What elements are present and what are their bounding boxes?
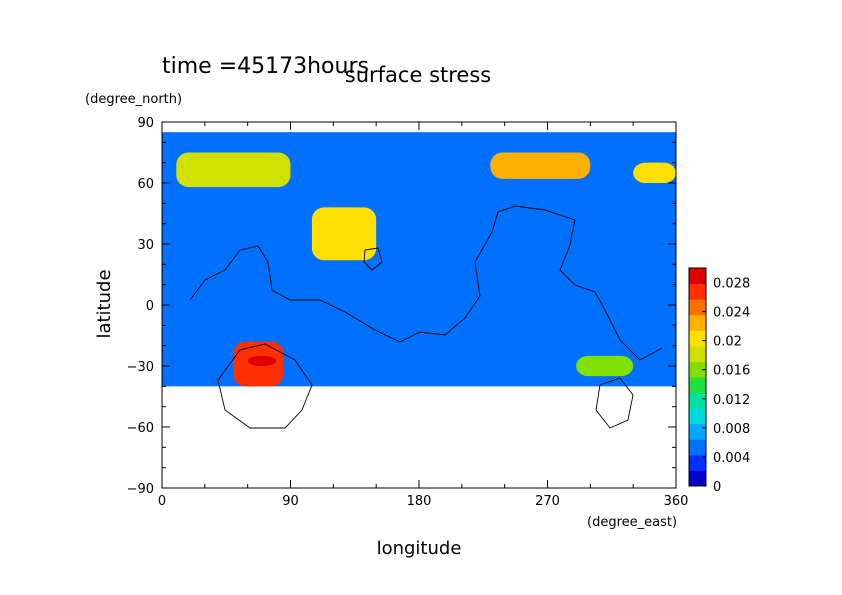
colorbar-swatch <box>689 423 706 440</box>
colorbar-tick-label: 0.024 <box>713 306 750 321</box>
colorbar-swatch <box>689 345 706 362</box>
colorbar-swatch <box>689 470 706 487</box>
colorbar-tick-label: 0.012 <box>713 393 750 408</box>
x-axis-label: longitude <box>377 538 462 559</box>
colorbar-swatch <box>689 283 706 300</box>
x-unit-label: (degree_east) <box>587 515 677 530</box>
colorbar-frame <box>688 267 707 487</box>
chart-title: surface stress <box>345 63 491 87</box>
continent-outlines <box>189 205 663 429</box>
colorbar-swatch <box>689 377 706 394</box>
colorbar-swatch <box>689 330 706 347</box>
colorbar-swatch <box>689 361 706 378</box>
outline-island <box>363 247 383 271</box>
colorbar-tick-label: 0.008 <box>713 422 750 437</box>
colorbar-swatch <box>689 392 706 409</box>
y-tick-label: 60 <box>137 177 154 192</box>
x-tick-label: 360 <box>664 494 689 509</box>
field-region <box>576 355 634 377</box>
colorbar-swatch <box>689 408 706 425</box>
outline-south-1 <box>217 343 313 429</box>
axes: 0 90 180 270 360 90 60 30 0 −30 −60 −90 <box>127 116 689 509</box>
colorbar-swatch <box>689 439 706 456</box>
colorbar-swatch <box>689 314 706 331</box>
colorbar: 0.028 0.024 0.02 0.016 0.012 0.008 0.004 0 <box>688 267 750 495</box>
field-region <box>247 355 277 366</box>
colorbar-tick-label: 0 <box>713 480 721 495</box>
colorbar-swatch <box>689 299 706 316</box>
y-tick-label: 0 <box>146 299 154 314</box>
outline-south-2 <box>595 377 634 429</box>
colorbar-tick-label: 0.016 <box>713 364 750 379</box>
x-tick-label: 90 <box>282 494 299 509</box>
colorbar-tick-label: 0.004 <box>713 451 750 466</box>
field-region <box>311 207 377 261</box>
x-tick-label: 270 <box>535 494 560 509</box>
y-axis-label: latitude <box>94 269 115 338</box>
outline-west <box>189 205 663 361</box>
field-region <box>490 152 591 179</box>
colorbar-tick-label: 0.02 <box>713 335 742 350</box>
x-tick-label: 180 <box>407 494 432 509</box>
y-unit-label: (degree_north) <box>85 92 182 107</box>
time-label: time =45173hours <box>162 54 369 79</box>
colorbar-tick-label: 0.028 <box>713 277 750 292</box>
x-tick-label: 0 <box>158 494 166 509</box>
y-tick-label: 30 <box>137 238 154 253</box>
colorbar-swatch <box>689 454 706 471</box>
field-region <box>633 162 676 183</box>
y-tick-label: 90 <box>137 116 154 131</box>
colorbar-swatch <box>689 268 706 285</box>
field-region <box>176 152 291 188</box>
stress-field <box>162 132 676 387</box>
y-tick-label: −60 <box>127 421 154 436</box>
y-tick-label: −30 <box>127 360 154 375</box>
y-tick-label: −90 <box>127 482 154 497</box>
